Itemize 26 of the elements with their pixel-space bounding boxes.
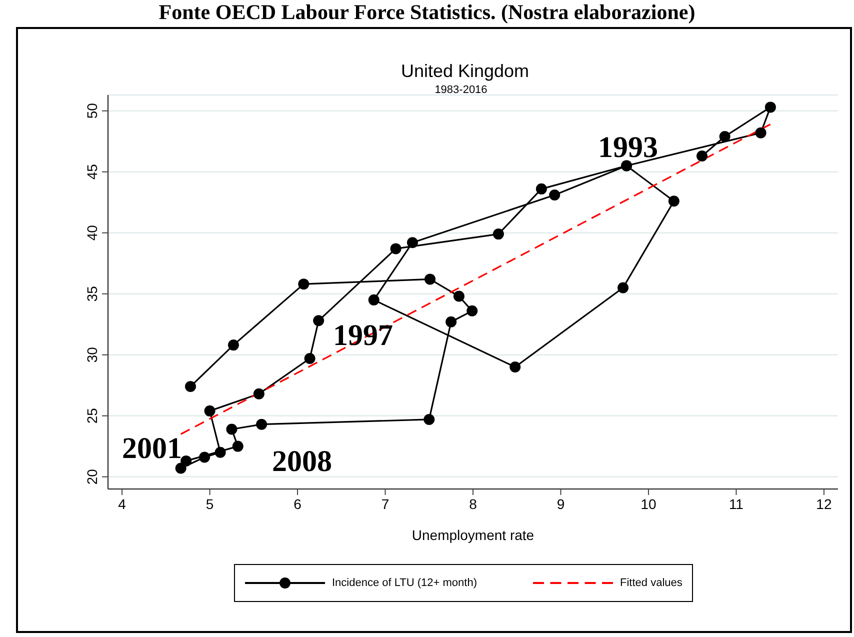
y-tick-label: 25 bbox=[84, 408, 100, 424]
y-tick-label: 20 bbox=[84, 468, 100, 485]
annotation: 2001 bbox=[121, 432, 183, 466]
text: Incidence of LTU (12+ month) bbox=[332, 577, 478, 589]
x-tick-label: 10 bbox=[640, 496, 656, 512]
x-tick-label: 11 bbox=[728, 496, 744, 512]
annotation: 1997 bbox=[332, 319, 394, 353]
annotation: 2008 bbox=[271, 445, 333, 479]
x-tick-label: 9 bbox=[556, 496, 565, 512]
x-tick-label: 5 bbox=[206, 496, 214, 512]
x-axis-title: Unemployment rate bbox=[410, 527, 536, 544]
x-tick-label: 8 bbox=[469, 496, 478, 512]
y-tick-label: 30 bbox=[84, 346, 100, 363]
chart-title: United Kingdom bbox=[400, 60, 530, 82]
x-tick-label: 12 bbox=[816, 496, 832, 512]
annotation: 1993 bbox=[597, 131, 659, 165]
legend-label: Fitted values bbox=[620, 577, 682, 589]
x-tick-label: 7 bbox=[381, 496, 390, 512]
y-tick-label: 40 bbox=[84, 224, 100, 241]
chart-subtitle: 1983-2016 bbox=[434, 84, 488, 97]
x-tick-label: 4 bbox=[118, 496, 126, 512]
x-tick-label: 6 bbox=[294, 496, 302, 512]
y-tick-label: 35 bbox=[84, 286, 100, 302]
y-tick-label: 45 bbox=[84, 164, 100, 180]
source-note: Fonte OECD Labour Force Statistics. (Nostra elaborazione) bbox=[158, 0, 696, 24]
y-tick-label: 50 bbox=[84, 102, 100, 119]
